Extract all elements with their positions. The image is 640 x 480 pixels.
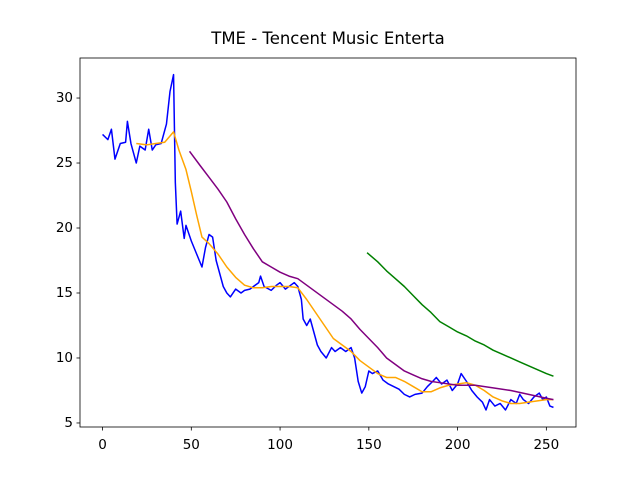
x-tick-label: 50: [183, 437, 200, 453]
line-series: [188, 150, 554, 401]
x-tick-label: 100: [267, 437, 293, 453]
plot-frame: [79, 57, 577, 428]
x-tick-label: 150: [356, 437, 382, 453]
y-tick-label: 10: [56, 350, 73, 366]
y-tick-label: 5: [64, 415, 73, 431]
line-series: [136, 131, 554, 405]
chart-title: TME - Tencent Music Enterta: [210, 29, 445, 48]
line-series: [366, 252, 554, 377]
y-tick-label: 25: [56, 155, 73, 171]
x-tick-label: 0: [98, 437, 107, 453]
line-series: [102, 73, 554, 411]
y-tick-label: 30: [56, 90, 73, 106]
y-tick-label: 20: [56, 220, 73, 236]
x-tick-label: 250: [533, 437, 559, 453]
y-tick-label: 15: [56, 285, 73, 301]
x-tick-label: 200: [445, 437, 471, 453]
